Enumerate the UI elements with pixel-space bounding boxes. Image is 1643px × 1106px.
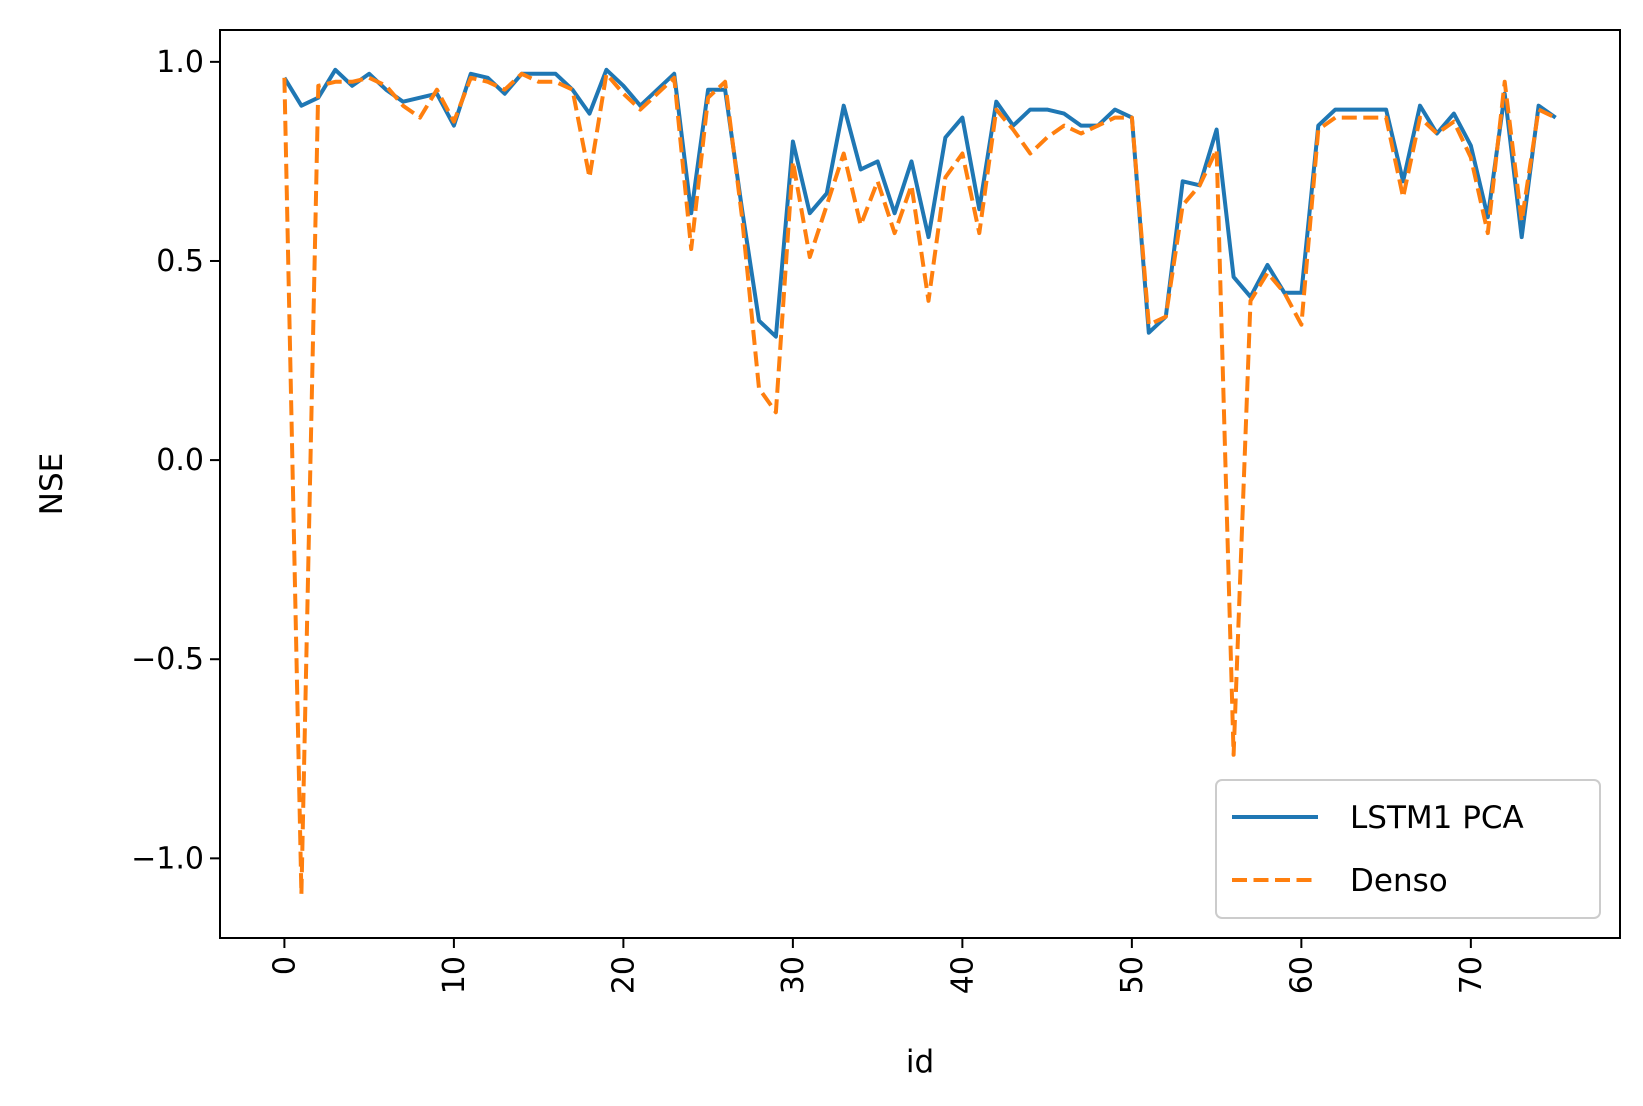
y-axis-label: NSE bbox=[34, 453, 70, 515]
legend-label-lstm1-pca: LSTM1 PCA bbox=[1350, 800, 1524, 836]
series-layer bbox=[282, 67, 1557, 897]
y-tick-label: 0.0 bbox=[156, 443, 204, 478]
y-axis: 1.0 0.5 0.0 −0.5 −1.0 bbox=[131, 45, 220, 876]
x-tick-label: 50 bbox=[1115, 956, 1150, 994]
x-tick-label: 30 bbox=[776, 956, 811, 994]
legend-label-denso: Denso bbox=[1350, 863, 1448, 899]
legend: LSTM1 PCA Denso bbox=[1215, 779, 1601, 919]
x-tick-label: 0 bbox=[267, 956, 302, 975]
y-tick-label: −1.0 bbox=[131, 841, 204, 876]
x-tick-label: 10 bbox=[437, 956, 472, 994]
x-tick-label: 70 bbox=[1454, 956, 1489, 994]
series-line-denso bbox=[282, 71, 1557, 897]
x-tick-label: 40 bbox=[945, 956, 980, 994]
plot-frame bbox=[219, 29, 1621, 939]
x-tick-label: 60 bbox=[1284, 956, 1319, 994]
x-tick-label: 20 bbox=[606, 956, 641, 994]
y-tick-label: 1.0 bbox=[156, 45, 204, 80]
x-axis: 0 10 20 30 40 50 60 70 bbox=[267, 938, 1489, 994]
x-axis-label: id bbox=[906, 1044, 934, 1080]
legend-frame bbox=[1215, 779, 1601, 919]
y-tick-label: 0.5 bbox=[156, 244, 204, 279]
y-tick-label: −0.5 bbox=[131, 642, 204, 677]
